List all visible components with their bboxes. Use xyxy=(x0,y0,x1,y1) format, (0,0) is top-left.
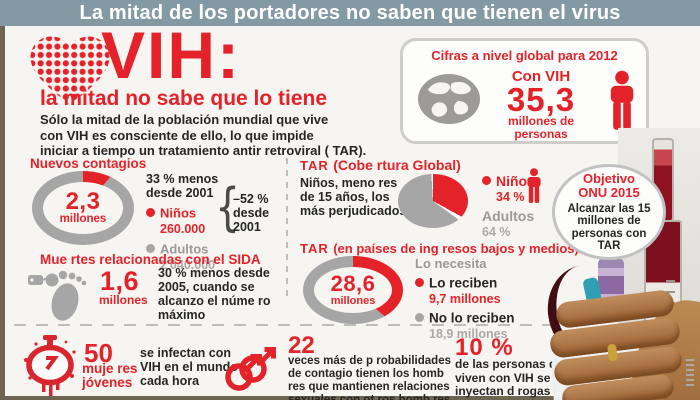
legend-label: Adultos xyxy=(482,207,535,224)
globe-icon xyxy=(418,74,480,124)
legend-value: 2'040.000 xyxy=(160,258,216,272)
tar-countries-donut-chart: 28,6 millones xyxy=(303,256,403,324)
legend-item-adultos: Adultos 64 % xyxy=(482,207,535,239)
hero-line-3: iniciar a tiempo un tratamiento antir re… xyxy=(40,143,367,158)
gray-dot-icon xyxy=(146,244,155,254)
hero-acronym: VIH: xyxy=(101,18,241,92)
tar-prefix: TAR xyxy=(300,158,329,173)
global-card-label: Con VIH xyxy=(511,68,571,85)
un-goal-desc: Alcanzar las 15 millones de personas con… xyxy=(567,202,651,253)
new-infections-donut-center: 2,3 millones xyxy=(43,182,123,234)
foot-tag-icon xyxy=(28,270,87,321)
fact-drugs-desc: de las personas que viven con VIH se iny… xyxy=(455,357,571,398)
gray-dot-icon xyxy=(415,313,424,323)
red-dot-icon xyxy=(415,278,424,288)
legend-value: 18,9 millones xyxy=(429,327,508,341)
fact-women-value: 50 xyxy=(84,338,113,368)
global-figures-card: Cifras a nivel global para 2012 Con VIH … xyxy=(400,38,649,144)
tar-global-desc: Niños, meno res de 15 años, los más perj… xyxy=(300,176,407,218)
tar-countries-legend: Lo necesita Lo reciben 9,7 millones No l… xyxy=(415,256,515,341)
photo-credit-marks xyxy=(686,358,694,386)
legend-label: Adultos xyxy=(160,241,209,257)
legend-label: Niños xyxy=(496,172,535,189)
fact-msm-desc: veces más de p robabilidades de contagio… xyxy=(288,355,451,400)
legend-item-ninos: Niños 260.000 xyxy=(146,204,215,236)
new-infections-value: 2,3 xyxy=(65,188,101,215)
brace-glyph: { xyxy=(215,178,240,238)
hero-line-1: Sólo la mitad de la población mundial qu… xyxy=(40,112,329,127)
tar-countries-title: TAR (en países de ing resos bajos y medi… xyxy=(300,240,579,258)
tar-global-title: TAR (Cobe rtura Global) xyxy=(300,157,461,175)
un-goal-line1: Objetivo xyxy=(582,170,635,186)
frame-bottom xyxy=(0,396,700,400)
tar-countries-scope: (en países de ing resos bajos y medios) xyxy=(333,241,579,256)
legend-value: 260.000 xyxy=(160,222,206,236)
red-dot-icon xyxy=(146,208,155,218)
horizontal-divider xyxy=(14,324,559,326)
tar-countries-donut-center: 28,6 millones xyxy=(314,267,392,313)
male-male-symbol-icon xyxy=(225,347,276,391)
legend-header: Lo necesita xyxy=(415,256,487,271)
legend-item-reciben: Lo reciben 9,7 millones xyxy=(415,274,515,306)
header-title: La mitad de los portadores no saben que … xyxy=(79,2,621,24)
global-card-value: 35,3 xyxy=(506,81,576,118)
new-infections-legend: Niños 260.000 Adultos 2'040.000 xyxy=(146,204,215,272)
global-card-title: Cifras a nivel global para 2012 xyxy=(431,48,618,63)
hero-line-2: con VIH es consciente de ello, lo que im… xyxy=(40,127,314,143)
new-infections-note: 33 % menos desde 2001 xyxy=(146,172,219,200)
stopwatch-graffiti-icon xyxy=(24,335,76,396)
fact-women-desc: se infectan con VIH en el mundo cada hor… xyxy=(140,346,238,388)
un-goal-line2: ONU 2015 xyxy=(578,184,640,200)
aids-deaths-value: 1,6 xyxy=(100,266,140,296)
vertical-divider xyxy=(286,158,288,298)
legend-label: Lo reciben xyxy=(429,275,498,291)
legend-item-no-reciben: No lo reciben 18,9 millones xyxy=(415,309,515,341)
legend-value: 9,7 millones xyxy=(429,292,501,306)
frame-left xyxy=(0,26,5,400)
fact-drugs-value: 10 % xyxy=(455,334,514,361)
person-icon xyxy=(610,70,634,130)
aids-deaths-note: 30 % menos desde 2005, cuando se alcanzo… xyxy=(158,266,271,322)
hero-subtitle: la mitad no sabe que lo tiene xyxy=(40,87,328,110)
child-icon xyxy=(527,168,541,203)
fact-msm-value: 22 xyxy=(288,332,315,359)
fact-women-label: muje res jóvenes xyxy=(82,361,138,390)
new-infections-donut-chart: 2,3 millones xyxy=(32,171,134,245)
legend-item-ninos: Niños 34 % xyxy=(482,172,535,204)
legend-item-adultos: Adultos 2'040.000 xyxy=(146,240,215,272)
legend-value: 34 % xyxy=(496,190,525,204)
legend-label: No lo reciben xyxy=(429,310,515,326)
tar-prefix: TAR xyxy=(300,241,329,256)
new-infections-unit: millones xyxy=(59,213,107,225)
aids-deaths-title: Mue rtes relacionadas con el SIDA xyxy=(40,252,261,267)
tar-global-scope: (Cobe rtura Global) xyxy=(333,157,461,173)
red-dot-icon xyxy=(482,176,491,186)
header-bar: La mitad de los portadores no saben que … xyxy=(0,0,700,26)
new-infections-title: Nuevos contagios xyxy=(30,156,147,171)
global-card-unit: millones de personas xyxy=(507,114,575,141)
vial-label xyxy=(598,276,624,294)
tar-countries-unit: millones xyxy=(330,295,376,307)
new-infections-brace-note: –52 % desde 2001 xyxy=(233,192,270,234)
tar-global-legend: Niños 34 % Adultos 64 % xyxy=(482,172,535,239)
gold-ring xyxy=(606,343,619,362)
vial-cap xyxy=(598,258,624,268)
tar-countries-value: 28,6 xyxy=(330,271,376,296)
aids-deaths-unit: millones xyxy=(99,293,148,307)
tar-global-pie-chart xyxy=(398,174,468,228)
un-goal-badge: Objetivo ONU 2015 Alcanzar las 15 millon… xyxy=(552,164,666,260)
legend-value: 64 % xyxy=(482,225,511,239)
legend-label: Niños xyxy=(160,205,197,221)
dotted-heart-icon xyxy=(30,36,110,106)
hero-paragraph: Sólo la mitad de la población mundial qu… xyxy=(40,112,366,159)
